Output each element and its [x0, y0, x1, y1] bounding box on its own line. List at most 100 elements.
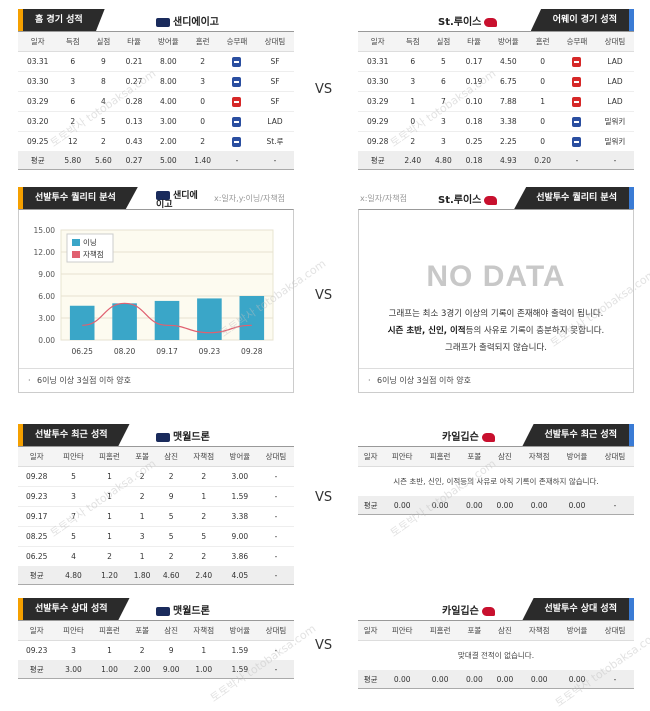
table-cell: 09.28: [18, 466, 56, 487]
table-cell: 2: [127, 486, 157, 507]
table-cell: 0: [527, 131, 558, 152]
table-cell: 2: [57, 111, 89, 132]
home-record-panel: 홈 경기 성적 샌디에이고 일자 득점 실점 타율 방어율 홈런 승무패 상대팀 03.31 6 9…: [18, 9, 294, 170]
column-header: 승무패: [217, 31, 256, 52]
pitcher-h2h-table-left: 일자 피안타 피홈런 포볼 삼진 자책점 방어율 상대팀 09.23 3 1 2 9 1 1.59- 평균 3.…: [18, 620, 294, 679]
table-cell: 0: [187, 91, 218, 112]
result-cell: [217, 91, 256, 112]
loss-badge-icon: [572, 76, 582, 87]
table-cell: 0.00: [383, 496, 422, 515]
table-cell: 0: [187, 111, 218, 132]
table-cell: SF: [255, 51, 294, 72]
table-cell: LAD: [595, 91, 634, 112]
table-cell: 3: [55, 486, 92, 507]
table-cell: 2: [185, 506, 222, 527]
table-cell: 0.28: [118, 91, 150, 112]
table-cell: 7: [428, 91, 459, 112]
table-row: 03.29 6 4 0.28 4.00 0 SF: [18, 91, 294, 112]
table-cell: 5: [55, 466, 92, 487]
table-cell: 0.27: [118, 71, 150, 92]
table-cell: 1: [91, 526, 128, 547]
table-cell: 7: [55, 506, 92, 527]
st-louis-team-label: St.루이스: [438, 13, 498, 28]
table-cell: 8.00: [149, 51, 188, 72]
y-tick-label: 0.00: [38, 336, 55, 345]
table-cell: -: [257, 546, 294, 567]
table-cell: 3.38: [489, 111, 528, 132]
padres-logo-icon: [156, 432, 170, 442]
vs-label: VS: [315, 490, 333, 505]
padres-logo-icon: [156, 191, 170, 200]
cardinals-logo-icon: [481, 606, 495, 616]
table-cell: 0.18: [458, 151, 490, 170]
result-cell: [557, 111, 596, 132]
table-cell: 1.00: [91, 660, 128, 679]
table-cell: 12: [57, 131, 89, 152]
average-row: 평균 2.40 4.80 0.18 4.93 0.20- -: [358, 151, 634, 170]
table-cell: 5.80: [57, 151, 89, 170]
cardinals-logo-icon: [484, 195, 498, 205]
away-record-tab: 어웨이 경기 성적: [530, 9, 634, 31]
table-cell: 9.00: [221, 526, 258, 547]
column-header: 상대팀: [595, 446, 634, 467]
table-cell: 0: [527, 51, 558, 72]
table-cell: 0.18: [458, 111, 490, 132]
result-cell: [217, 71, 256, 92]
table-cell: 2.00: [127, 660, 157, 679]
pitcher-recent-panel-right: 카일깁슨 선발투수 최근 성적 일자 피안타 피홈런 포볼 삼진 자책점 방어율 상대팀 시즌…: [358, 424, 634, 515]
table-cell: 6: [397, 51, 429, 72]
away-record-table: 일자 득점 실점 타율 방어율 홈런 승무패 상대팀 03.31 6 5 0.17 4.50 0 LAD 03…: [358, 31, 634, 170]
table-cell: 06.25: [18, 546, 56, 567]
table-cell: 4: [88, 91, 119, 112]
table-cell: 2.00: [149, 131, 188, 152]
table-cell: 4: [55, 546, 92, 567]
table-row: 09.29 0 3 0.18 3.38 0 밀워키: [358, 111, 634, 132]
column-header: 자책점: [520, 620, 559, 641]
pitcher-name-right: 카일깁슨: [442, 428, 495, 443]
table-cell: 09.28: [358, 131, 398, 152]
x-tick-label: 08.20: [114, 347, 136, 356]
bar-innings: [69, 305, 95, 340]
pitcher-recent-table-right: 일자 피안타 피홈런 포볼 삼진 자책점 방어율 상대팀 시즌 초반, 신인, 이적등의 사유…: [358, 446, 634, 515]
column-header: 방어율: [221, 446, 258, 467]
table-cell: 3.00: [149, 111, 188, 132]
table-cell: 4.05: [221, 566, 258, 585]
pitcher-h2h-tab-left: 선발투수 상대 성적: [18, 598, 130, 620]
table-row: 09.17 7 1 1 5 2 3.38-: [18, 506, 294, 527]
pitcher-recent-tab-right: 선발투수 최근 성적: [522, 424, 634, 446]
table-cell: 1.00: [185, 660, 222, 679]
table-cell: 1: [91, 640, 128, 661]
table-cell: 0: [527, 71, 558, 92]
pitcher-recent-tab-left: 선발투수 최근 성적: [18, 424, 130, 446]
away-record-panel: St.루이스 어웨이 경기 성적 일자 득점 실점 타율 방어율 홈런 승무패 상대팀 03.3…: [358, 9, 634, 170]
table-cell: 2.25: [489, 131, 528, 152]
column-header: 상대팀: [257, 446, 294, 467]
vs-label: VS: [315, 82, 333, 97]
table-cell: 5: [185, 526, 222, 547]
column-header: 피안타: [55, 620, 92, 641]
quality-tab-right: 선발투수 퀄리티 분석: [514, 187, 634, 209]
table-row: 09.23 3 1 2 9 1 1.59-: [18, 640, 294, 661]
table-cell: 0.00: [558, 496, 596, 515]
table-cell: 08.25: [18, 526, 56, 547]
table-cell: 1: [91, 506, 128, 527]
average-row: 평균 0.00 0.00 0.00 0.00 0.00 0.00-: [358, 670, 634, 689]
y-tick-label: 12.00: [34, 248, 56, 257]
table-cell: 5: [156, 526, 186, 547]
column-header: 삼진: [156, 446, 186, 467]
home-record-table: 일자 득점 실점 타율 방어율 홈런 승무패 상대팀 03.31 6 9 0.21 8.00 2 SF 03.…: [18, 31, 294, 170]
column-header: 타율: [458, 31, 490, 52]
table-cell: 평균: [18, 660, 56, 679]
column-header: 피홈런: [91, 620, 128, 641]
column-header: 방어율: [149, 31, 188, 52]
padres-logo-icon: [156, 606, 170, 616]
pitcher-quality-panel-right: x:일자/자책점 St.루이스 선발투수 퀄리티 분석 NO DATA 그래프는…: [358, 187, 634, 393]
loss-badge-icon: [572, 96, 582, 107]
column-header: 상대팀: [595, 31, 634, 52]
column-header: 피안타: [383, 446, 422, 467]
pitcher-name-left: 맷월드론: [156, 428, 210, 443]
table-cell: LAD: [595, 71, 634, 92]
table-cell: 03.30: [18, 71, 58, 92]
table-cell: 03.29: [358, 91, 398, 112]
table-cell: 0.25: [458, 131, 490, 152]
